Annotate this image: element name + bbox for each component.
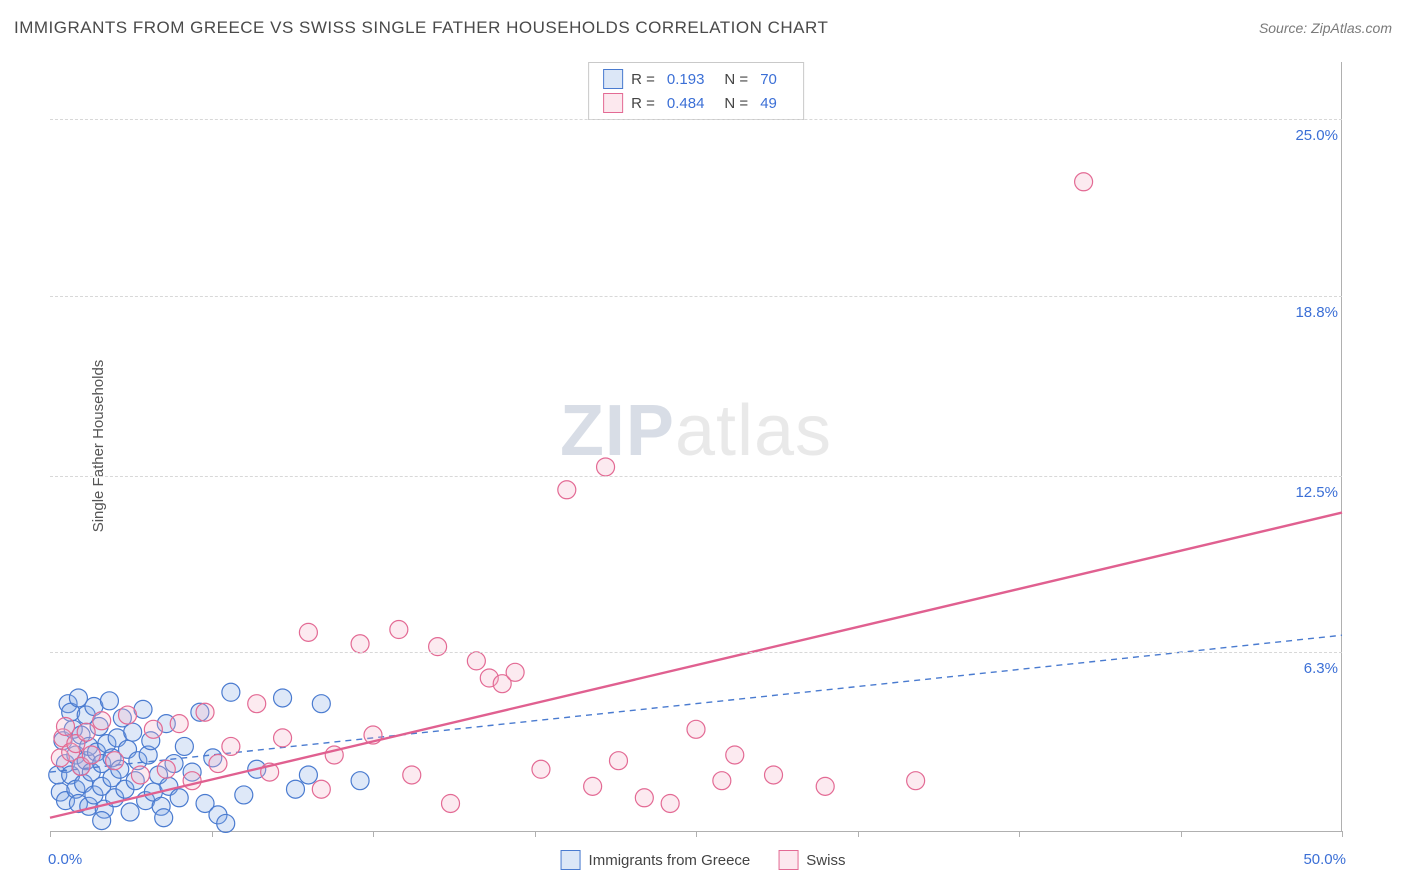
scatter-point-swiss — [170, 715, 188, 733]
legend-n-value: 70 — [760, 71, 777, 88]
scatter-point-swiss — [183, 772, 201, 790]
grid-line — [50, 296, 1342, 297]
scatter-point-swiss — [351, 635, 369, 653]
scatter-point-swiss — [765, 766, 783, 784]
y-tick-label: 18.8% — [1295, 304, 1338, 321]
scatter-point-swiss — [312, 780, 330, 798]
chart-header: IMMIGRANTS FROM GREECE VS SWISS SINGLE F… — [14, 18, 1392, 38]
scatter-point-greece — [121, 803, 139, 821]
x-tick — [50, 831, 51, 837]
x-tick — [373, 831, 374, 837]
chart-plot-area: ZIPatlas R =0.193N =70R =0.484N =49 6.3%… — [50, 62, 1342, 832]
x-axis-max-label: 50.0% — [1303, 851, 1346, 868]
y-tick-label: 6.3% — [1304, 660, 1338, 677]
scatter-point-swiss — [713, 772, 731, 790]
chart-source: Source: ZipAtlas.com — [1259, 20, 1392, 36]
scatter-point-greece — [93, 812, 111, 830]
legend-swatch — [603, 69, 623, 89]
scatter-point-greece — [222, 683, 240, 701]
grid-line — [50, 119, 1342, 120]
legend-r-label: R = — [631, 71, 655, 88]
scatter-point-swiss — [635, 789, 653, 807]
scatter-point-swiss — [390, 621, 408, 639]
scatter-point-swiss — [209, 755, 227, 773]
scatter-point-swiss — [442, 794, 460, 812]
scatter-point-swiss — [299, 623, 317, 641]
legend-swatch — [778, 850, 798, 870]
scatter-point-greece — [124, 723, 142, 741]
trend-line-greece — [50, 635, 1342, 772]
x-tick — [535, 831, 536, 837]
scatter-point-swiss — [93, 712, 111, 730]
legend-series: Immigrants from Greece Swiss — [561, 850, 846, 870]
scatter-point-swiss — [106, 752, 124, 770]
scatter-point-swiss — [403, 766, 421, 784]
legend-n-value: 49 — [760, 95, 777, 112]
legend-series-row-greece: Immigrants from Greece — [561, 850, 751, 870]
scatter-point-swiss — [248, 695, 266, 713]
legend-swatch — [561, 850, 581, 870]
scatter-point-swiss — [131, 766, 149, 784]
scatter-point-greece — [351, 772, 369, 790]
scatter-point-greece — [286, 780, 304, 798]
legend-n-label: N = — [724, 71, 748, 88]
scatter-point-greece — [100, 692, 118, 710]
scatter-point-greece — [155, 809, 173, 827]
legend-stats: R = 0.193 N = 70 R = 0.484 N = 49 — [588, 62, 804, 120]
scatter-point-swiss — [222, 737, 240, 755]
legend-r-value: 0.484 — [667, 95, 705, 112]
scatter-point-swiss — [77, 723, 95, 741]
legend-r-value: 0.193 — [667, 71, 705, 88]
scatter-point-swiss — [584, 777, 602, 795]
scatter-point-swiss — [609, 752, 627, 770]
x-tick — [696, 831, 697, 837]
legend-series-label: Immigrants from Greece — [589, 852, 751, 869]
scatter-point-greece — [170, 789, 188, 807]
x-tick — [1342, 831, 1343, 837]
legend-series-row-swiss: Swiss — [778, 850, 845, 870]
scatter-point-swiss — [532, 760, 550, 778]
scatter-point-swiss — [196, 703, 214, 721]
grid-line — [50, 476, 1342, 477]
chart-title: IMMIGRANTS FROM GREECE VS SWISS SINGLE F… — [14, 18, 828, 38]
scatter-point-swiss — [907, 772, 925, 790]
x-tick — [858, 831, 859, 837]
x-tick — [1181, 831, 1182, 837]
scatter-point-swiss — [726, 746, 744, 764]
scatter-point-greece — [312, 695, 330, 713]
scatter-plot-svg — [50, 62, 1342, 831]
scatter-point-swiss — [558, 481, 576, 499]
y-tick-label: 25.0% — [1295, 127, 1338, 144]
scatter-point-swiss — [506, 663, 524, 681]
legend-swatch — [603, 93, 623, 113]
scatter-point-swiss — [467, 652, 485, 670]
scatter-point-swiss — [57, 717, 75, 735]
scatter-point-swiss — [274, 729, 292, 747]
legend-stat-row-swiss: R = 0.484 N = 49 — [603, 93, 789, 113]
scatter-point-greece — [235, 786, 253, 804]
legend-stat-row-greece: R = 0.193 N = 70 — [603, 69, 789, 89]
scatter-point-swiss — [597, 458, 615, 476]
scatter-point-swiss — [119, 706, 137, 724]
x-tick — [212, 831, 213, 837]
y-tick-label: 12.5% — [1295, 484, 1338, 501]
legend-n-label: N = — [724, 95, 748, 112]
scatter-point-swiss — [816, 777, 834, 795]
legend-r-label: R = — [631, 95, 655, 112]
scatter-point-swiss — [82, 746, 100, 764]
scatter-point-swiss — [661, 794, 679, 812]
x-axis-min-label: 0.0% — [48, 851, 82, 868]
scatter-point-greece — [299, 766, 317, 784]
grid-line — [50, 652, 1342, 653]
scatter-point-swiss — [157, 760, 175, 778]
scatter-point-swiss — [1075, 173, 1093, 191]
scatter-point-swiss — [687, 720, 705, 738]
scatter-point-greece — [175, 737, 193, 755]
legend-series-label: Swiss — [806, 852, 845, 869]
scatter-point-greece — [217, 814, 235, 832]
x-tick — [1019, 831, 1020, 837]
scatter-point-greece — [274, 689, 292, 707]
trend-line-swiss — [50, 513, 1342, 818]
scatter-point-swiss — [144, 720, 162, 738]
